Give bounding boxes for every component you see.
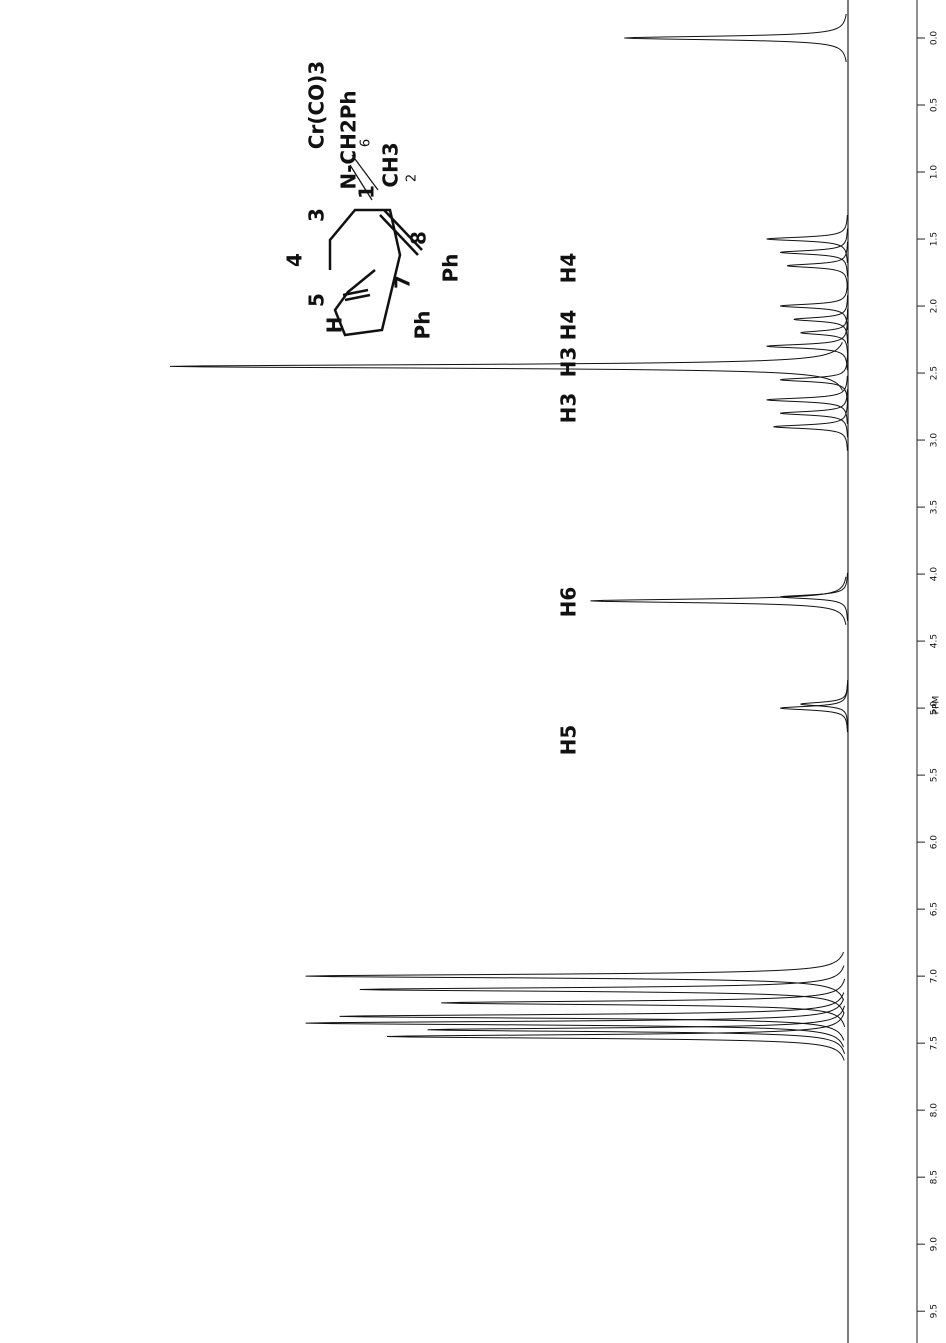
peak (780, 282, 847, 330)
x-tick-label: 3.5 (930, 500, 940, 514)
structure-label: 5 (305, 293, 329, 307)
peak (780, 356, 847, 404)
peak (801, 680, 848, 728)
peak (787, 242, 848, 290)
annotation: H3 (557, 347, 581, 378)
x-tick-label: 7.0 (930, 969, 940, 984)
x-tick-label: 2.0 (930, 299, 940, 314)
x-tick-label: 6.0 (930, 835, 940, 850)
page: PPM H4 H4 H3 H3 H6 H5 Cr(CO)3 N-CH2Ph 6 … (0, 0, 946, 1343)
peak (441, 979, 844, 1027)
ring (330, 210, 400, 335)
bond (345, 295, 370, 300)
structure-label: N-CH2Ph (337, 90, 361, 189)
structure-label: 7 (391, 275, 415, 289)
structure-label: Cr(CO)3 (305, 61, 329, 149)
peak (794, 295, 848, 343)
peak (773, 403, 847, 451)
x-tick-label: 0.5 (930, 98, 940, 112)
structure-label: 8 (407, 231, 431, 245)
structure-label: Ph (411, 311, 435, 340)
x-tick-label: 3.0 (930, 433, 940, 448)
x-tick-label: 5.0 (930, 701, 940, 716)
peak (767, 376, 848, 424)
x-tick-label: 1.0 (930, 165, 940, 180)
x-tick-label: 4.0 (930, 567, 940, 582)
peak (170, 342, 842, 390)
structure-label: 6 (359, 139, 374, 147)
x-tick-label: 7.5 (930, 1036, 940, 1050)
structure-label: 4 (283, 253, 307, 267)
annotation: H4 (557, 310, 581, 341)
peak (387, 1013, 844, 1061)
peak (767, 215, 848, 263)
peak (624, 14, 846, 62)
structure-label: 2 (405, 174, 420, 182)
peak (360, 966, 844, 1014)
peak (340, 992, 844, 1040)
peak (306, 999, 844, 1047)
x-tick-label: 2.5 (930, 366, 940, 380)
peak (306, 952, 844, 1000)
structure-label: 1 (355, 185, 379, 199)
annotation: H3 (557, 393, 581, 424)
x-tick-label: 8.0 (930, 1103, 940, 1118)
x-tick-label: 5.5 (930, 768, 940, 782)
x-tick-label: 1.5 (930, 232, 940, 246)
peak (780, 389, 847, 437)
peak (780, 228, 847, 276)
x-tick-label: 0.0 (930, 31, 940, 46)
annotation: H4 (557, 253, 581, 284)
peak (590, 577, 846, 625)
x-tick-label: 9.5 (930, 1304, 940, 1318)
annotation: H6 (557, 587, 581, 618)
structure-label: CH3 (379, 142, 403, 187)
chart: PPM H4 H4 H3 H3 H6 H5 Cr(CO)3 N-CH2Ph 6 … (0, 0, 946, 1343)
x-tick-label: 6.5 (930, 902, 940, 916)
structure-label: 3 (305, 208, 329, 222)
x-tick-label: 4.5 (930, 634, 940, 648)
peak (428, 1006, 845, 1054)
annotation: H5 (557, 725, 581, 756)
x-tick-label: 9.0 (930, 1237, 940, 1252)
structure-label: H (323, 317, 347, 334)
x-tick-label: 8.5 (930, 1170, 940, 1184)
structure-label: Ph (439, 254, 463, 283)
